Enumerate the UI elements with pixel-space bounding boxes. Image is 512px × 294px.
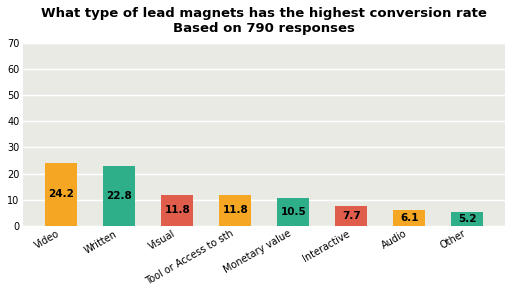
Bar <box>278 198 309 226</box>
Text: 5.2: 5.2 <box>458 214 477 224</box>
Text: 7.7: 7.7 <box>342 211 360 221</box>
Text: 11.8: 11.8 <box>222 206 248 216</box>
Bar <box>335 206 367 226</box>
Bar <box>451 212 483 226</box>
Bar <box>161 195 193 226</box>
Bar <box>46 163 77 226</box>
Bar <box>103 166 135 226</box>
Title: What type of lead magnets has the highest conversion rate
Based on 790 responses: What type of lead magnets has the highes… <box>41 7 487 35</box>
Text: 6.1: 6.1 <box>400 213 418 223</box>
Text: 22.8: 22.8 <box>106 191 132 201</box>
Text: 24.2: 24.2 <box>49 189 74 199</box>
Bar <box>393 210 425 226</box>
Text: 11.8: 11.8 <box>164 206 190 216</box>
Text: 10.5: 10.5 <box>281 207 306 217</box>
Bar <box>219 195 251 226</box>
